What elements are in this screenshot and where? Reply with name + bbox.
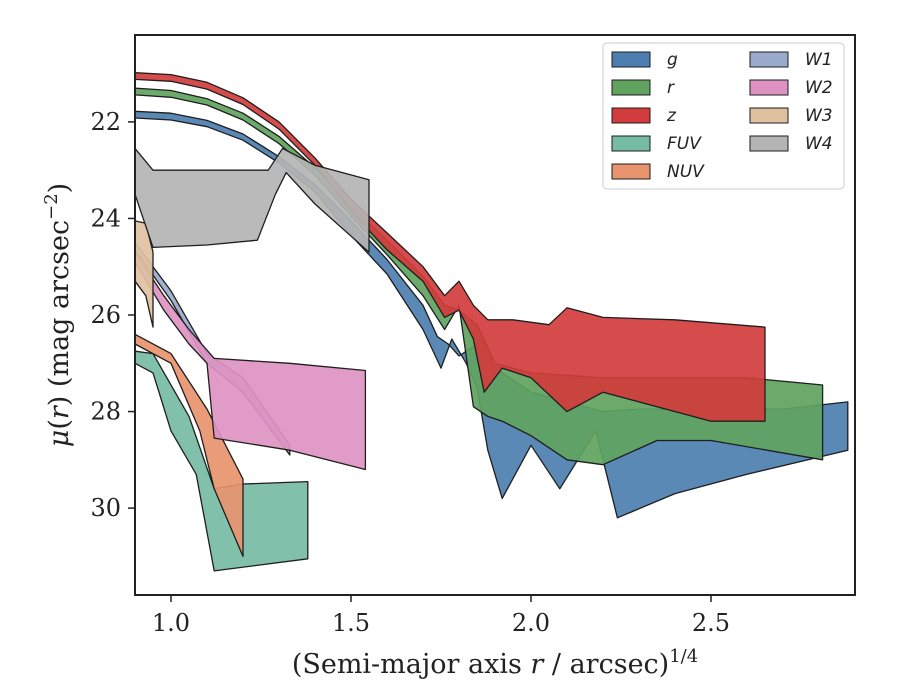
band-nuv (134, 333, 244, 558)
legend-label-nuv: NUV (667, 162, 705, 182)
legend-swatch-nuv (611, 163, 651, 180)
x-tick-label: 2.0 (512, 609, 550, 637)
legend-swatch-w1 (749, 51, 789, 68)
profile-bands (134, 72, 849, 572)
y-tick-label: 30 (90, 494, 121, 522)
legend-swatch-g (611, 51, 651, 68)
legend-label-w2: W2 (805, 78, 833, 98)
legend-label-g: g (667, 50, 678, 70)
y-tick-label: 24 (90, 204, 121, 232)
legend-swatch-z (611, 107, 651, 124)
x-axis-label: (Semi-major axis r / arcsec)1/4 (292, 646, 698, 680)
legend-swatch-w4 (749, 135, 789, 152)
y-tick-label: 22 (90, 108, 121, 136)
x-tick-label: 1.0 (152, 609, 190, 637)
band-fuv (134, 350, 309, 572)
legend: grz FUV NUV W1 W2 W3 W4 (602, 42, 845, 190)
legend-label-w4: W4 (805, 134, 833, 154)
legend-swatch-w2 (749, 79, 789, 96)
legend-swatch-fuv (611, 135, 651, 152)
legend-label-w3: W3 (805, 106, 833, 126)
x-tick-label: 1.5 (332, 609, 370, 637)
x-axis-ticks: 1.0 1.5 2.0 2.5 (152, 595, 730, 637)
band-w2 (134, 251, 367, 471)
legend-swatch-r (611, 79, 651, 96)
y-tick-label: 26 (90, 301, 121, 329)
y-axis-ticks: 22 24 26 28 30 (90, 108, 135, 522)
y-tick-label: 28 (90, 398, 121, 426)
legend-label-r: r (667, 78, 675, 98)
y-axis-label: μ(r) (mag arcsec−2) (41, 183, 75, 447)
legend-swatch-w3 (749, 107, 789, 124)
legend-label-z: z (666, 106, 677, 126)
legend-label-fuv: FUV (667, 134, 702, 154)
x-tick-label: 2.5 (692, 609, 730, 637)
legend-label-w1: W1 (805, 50, 833, 70)
band-w4 (134, 147, 370, 253)
